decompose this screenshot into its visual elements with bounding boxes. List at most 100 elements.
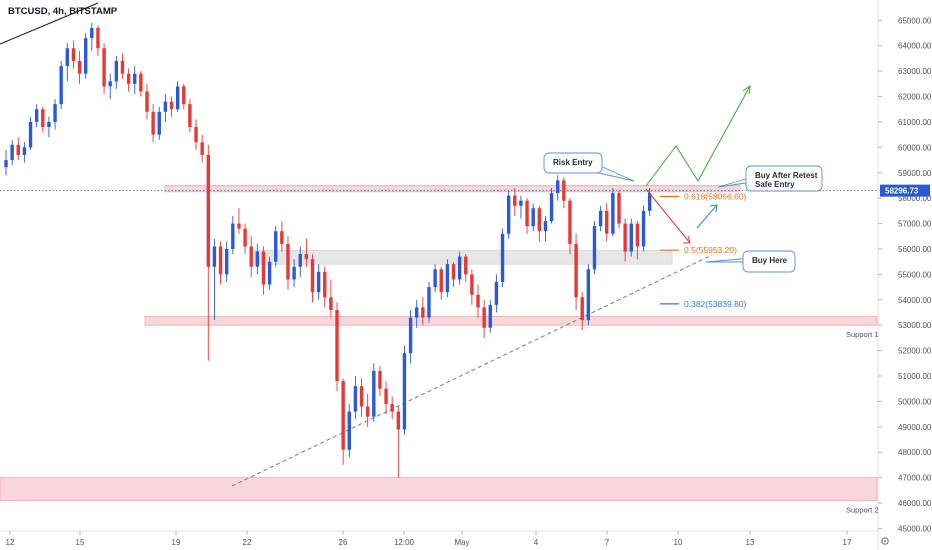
candle [488,299,492,333]
candle-body [96,27,100,49]
candle-body [59,66,63,105]
candle-body [243,228,247,247]
old-trendline [0,2,99,45]
price-tick-label: 52000.00 [898,347,932,356]
pullback-arrowhead [683,235,691,244]
pullback-path [645,188,691,244]
candle [415,299,419,328]
candle-body [53,104,57,122]
candle [494,274,499,313]
candle [175,81,180,112]
candle [464,254,468,283]
candle [335,302,339,392]
time-tick-label: 12 [6,538,15,547]
time-tick-label: May [454,538,469,547]
candle-body [188,104,192,128]
candle-body [145,91,149,112]
candle-body [519,200,523,206]
candle-body [157,111,161,135]
candle [102,43,106,95]
candle [151,104,155,143]
callout-buy-here-pointer [705,257,753,263]
gear-icon[interactable] [881,537,889,545]
candle [90,22,94,51]
candle [10,139,14,166]
candle [390,396,394,420]
price-tick-label: 48000.00 [898,448,932,457]
candle-body [224,248,229,275]
price-tick-label: 64000.00 [898,42,932,51]
candle-body [390,403,394,412]
price-tick-label: 56000.00 [898,245,932,254]
candle [353,376,358,420]
candle [372,363,376,422]
candle-body [568,200,572,244]
price-tick-label: 50000.00 [898,397,932,406]
candle-body [402,353,407,430]
candle-body [329,297,333,310]
candle [641,205,646,252]
candle [439,266,443,300]
candle [59,60,63,110]
candle [445,259,450,298]
candle-body [41,109,45,128]
candle-body [133,73,137,84]
candle-body [304,254,309,260]
price-tick-label: 54000.00 [898,296,932,305]
candle [96,25,100,56]
candle [41,106,45,133]
candle [359,378,364,417]
candle [47,116,51,138]
callout-buy-after-retest-text: Safe Entry [755,180,795,189]
candle [200,134,204,163]
candle [396,406,401,478]
candle-body [500,233,505,283]
candle-body [274,231,278,262]
candle [605,203,609,242]
candle-body [280,231,284,244]
current-price-value: 58296.73 [885,187,919,196]
candle [145,83,149,120]
candle [120,53,125,79]
candle [224,241,229,283]
candle-body [347,411,351,450]
candle [194,119,198,150]
candle-body [482,307,486,328]
candle-body [255,251,260,267]
price-tick-label: 65000.00 [898,16,932,25]
candle-body [126,73,131,84]
candle-body [200,142,204,155]
candle-body [249,246,253,267]
callout-risk-entry-box [543,152,603,174]
candle-body [10,144,14,161]
trendline-layer [0,2,713,487]
candle [163,94,168,122]
candle-body [22,147,27,155]
candle [323,266,327,308]
candle-body [194,127,198,143]
callout-buy-after-retest-box [745,165,823,192]
candle [206,144,210,361]
candle-body [286,243,290,280]
candle-body [549,193,554,222]
candle-body [206,154,210,267]
candle-body [451,264,456,280]
candle-body [543,221,548,232]
zone-support-1 [144,315,878,326]
candle-body [556,180,560,194]
bullish-arrowhead [742,84,751,95]
candle-body [359,386,364,407]
candle-body [90,27,94,39]
candle [139,71,143,97]
candle [402,345,407,435]
candle [267,256,272,290]
candle [65,43,69,82]
candle [310,254,315,303]
time-tick-label: 12:00 [394,538,415,547]
candle [623,218,627,262]
price-tick-label: 62000.00 [898,93,932,102]
candle [261,246,266,295]
price-tick-label: 55000.00 [898,270,932,279]
candle [562,177,566,209]
